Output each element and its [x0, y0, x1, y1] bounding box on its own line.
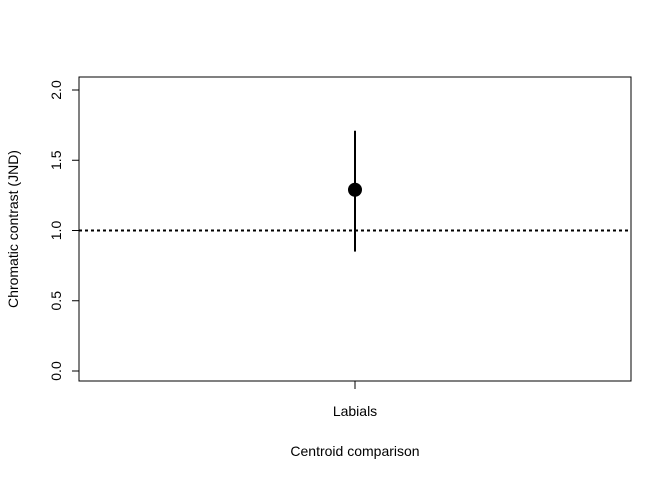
y-tick-label: 1.5	[48, 150, 64, 170]
y-tick-label: 0.5	[48, 291, 64, 311]
y-tick-label: 1.0	[48, 221, 64, 241]
y-axis: 0.0 0.5 1.0 1.5 2.0	[48, 80, 80, 381]
x-axis: Labials	[333, 381, 377, 419]
x-axis-title: Centroid comparison	[290, 443, 419, 459]
y-tick-label: 0.0	[48, 361, 64, 381]
data-marks	[348, 130, 362, 252]
data-point	[348, 182, 362, 197]
x-tick-label: Labials	[333, 403, 377, 419]
y-tick-label: 2.0	[48, 80, 64, 100]
y-axis-title: Chromatic contrast (JND)	[5, 150, 21, 308]
